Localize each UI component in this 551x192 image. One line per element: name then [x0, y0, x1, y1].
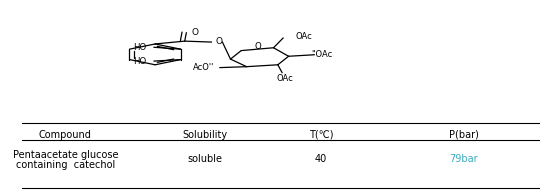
Text: HO: HO: [133, 57, 147, 66]
Text: 40: 40: [315, 154, 327, 164]
Text: ''OAc: ''OAc: [312, 50, 333, 59]
Text: containing  catechol: containing catechol: [15, 160, 115, 170]
Text: Compound: Compound: [39, 130, 91, 140]
Text: AcO'': AcO'': [193, 63, 214, 72]
Text: soluble: soluble: [188, 154, 223, 164]
Text: OAc: OAc: [295, 32, 312, 41]
Text: O: O: [192, 28, 199, 37]
Text: T(℃): T(℃): [309, 130, 333, 140]
Text: HO: HO: [133, 43, 147, 52]
Text: O: O: [254, 42, 261, 51]
Text: Pentaacetate glucose: Pentaacetate glucose: [13, 150, 118, 160]
Text: O: O: [216, 37, 223, 46]
Text: OAc: OAc: [277, 74, 293, 83]
Text: 79bar: 79bar: [449, 154, 478, 164]
Text: P(bar): P(bar): [449, 130, 478, 140]
Text: Solubility: Solubility: [182, 130, 228, 140]
